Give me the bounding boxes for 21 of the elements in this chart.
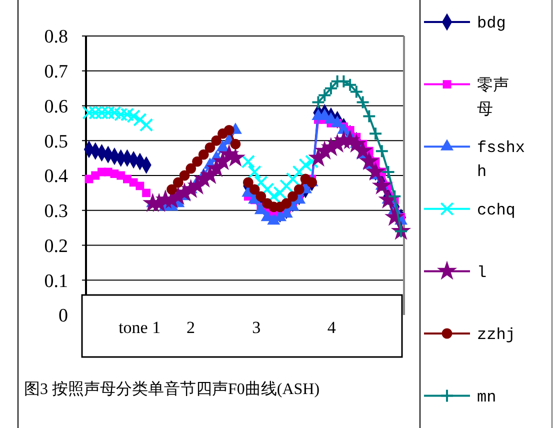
legend-label: bdg (477, 14, 506, 33)
text: 4 (327, 318, 336, 337)
y-tick-label: 0.4 (44, 166, 68, 188)
y-tick-label: 0.6 (44, 96, 68, 118)
text: 2 (186, 318, 196, 337)
legend-label: zzhj (477, 326, 516, 344)
y-tick-label: 0.7 (44, 62, 68, 83)
legend-label: fsshxh (477, 139, 526, 182)
y-tick-label: 0.5 (44, 131, 68, 152)
y-tick-label: 0.8 (44, 26, 68, 48)
legend-label: mn (477, 388, 496, 406)
text: tone 1 (118, 318, 161, 337)
y-tick-label: 0.3 (44, 201, 68, 222)
text: 图3 按照声母分类单音节四声F0曲线(ASH) (24, 380, 320, 398)
legend-label: l (477, 264, 487, 282)
text: 3 (252, 318, 261, 337)
y-tick-label: 0 (58, 306, 68, 327)
legend-label: 零声母 (477, 76, 509, 119)
y-tick-label: 0.2 (44, 236, 68, 257)
legend-label: cchq (477, 202, 516, 220)
y-tick-label: 0.1 (44, 270, 68, 292)
